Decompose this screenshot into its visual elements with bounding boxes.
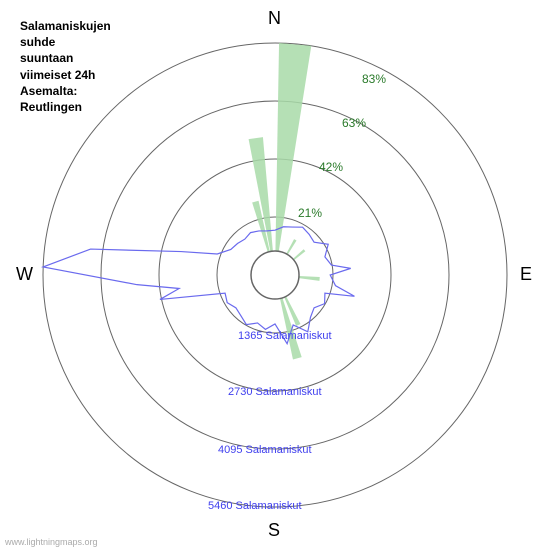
count-label: 5460 Salamaniskut xyxy=(208,500,302,512)
title-line: suuntaan xyxy=(20,50,111,66)
chart-title: Salamaniskujen suhde suuntaan viimeiset … xyxy=(20,18,111,115)
percent-label: 42% xyxy=(319,160,343,174)
cardinal-n: N xyxy=(268,8,281,29)
title-line: Salamaniskujen xyxy=(20,18,111,34)
percent-label: 21% xyxy=(298,206,322,220)
title-line: Reutlingen xyxy=(20,99,111,115)
title-line: Asemalta: xyxy=(20,83,111,99)
credit-text: www.lightningmaps.org xyxy=(5,537,98,547)
count-label: 1365 Salamaniskut xyxy=(238,330,332,342)
polar-chart-container: Salamaniskujen suhde suuntaan viimeiset … xyxy=(0,0,550,550)
cardinal-e: E xyxy=(520,264,532,285)
percent-label: 63% xyxy=(342,116,366,130)
title-line: viimeiset 24h xyxy=(20,67,111,83)
title-line: suhde xyxy=(20,34,111,50)
percent-label: 83% xyxy=(362,72,386,86)
cardinal-w: W xyxy=(16,264,33,285)
count-label: 2730 Salamaniskut xyxy=(228,386,322,398)
cardinal-s: S xyxy=(268,520,280,541)
count-label: 4095 Salamaniskut xyxy=(218,444,312,456)
